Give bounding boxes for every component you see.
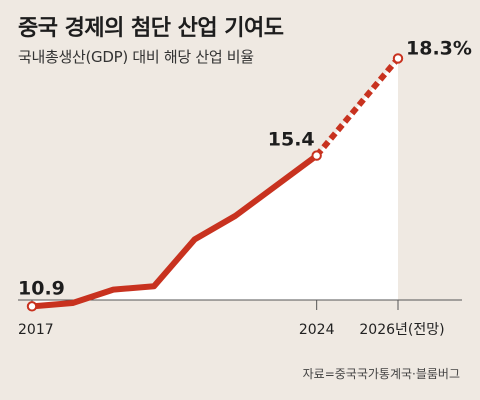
x-tick-label: 2024: [299, 322, 335, 338]
chart-title: 중국 경제의 첨단 산업 기여도: [18, 16, 284, 41]
data-label: 18.3%: [406, 37, 472, 59]
area-fill: [32, 58, 398, 307]
data-label: 10.9: [18, 277, 65, 299]
x-tick-label: 2017: [18, 322, 54, 338]
series-line-actual: [29, 152, 320, 310]
data-point-marker: [392, 53, 404, 64]
source-note: 자료=중국국가통계국·블룸버그: [302, 367, 460, 381]
data-point-marker: [311, 150, 322, 161]
data-label: 15.4: [268, 129, 315, 151]
x-tick-label: 2026년(전망): [359, 322, 444, 338]
data-point-marker: [26, 301, 38, 312]
series-line-projected: [314, 56, 401, 158]
chart-subtitle: 국내총생산(GDP) 대비 해당 산업 비율: [18, 48, 254, 66]
